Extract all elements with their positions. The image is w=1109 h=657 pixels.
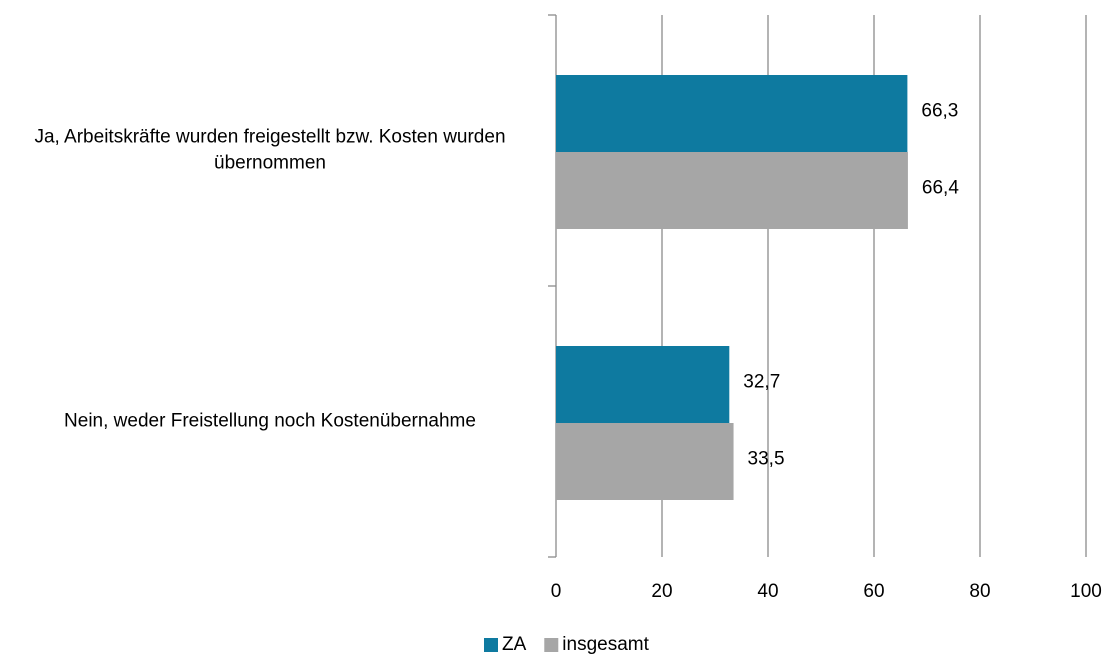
x-tick-label: 100	[1070, 581, 1102, 602]
x-tick-label: 0	[551, 581, 562, 602]
bar	[556, 75, 908, 152]
data-label: 66,3	[921, 101, 958, 122]
y-tick-label: Nein, weder Freistellung noch Kostenüber…	[64, 411, 476, 432]
legend-label: ZA	[502, 634, 527, 655]
bar	[556, 346, 730, 423]
data-label: 32,7	[743, 372, 780, 393]
x-tick-label: 40	[757, 581, 778, 602]
x-tick-label: 80	[969, 581, 990, 602]
y-tick-label: Ja, Arbeitskräfte wurden freigestellt bz…	[34, 127, 505, 174]
legend-swatch	[544, 638, 559, 652]
bar	[556, 423, 734, 500]
bar	[556, 152, 908, 229]
data-label: 33,5	[748, 449, 785, 470]
x-tick-label: 60	[863, 581, 884, 602]
legend: ZA insgesamt	[484, 634, 650, 655]
legend-swatch	[484, 638, 498, 652]
data-label: 66,4	[922, 178, 959, 199]
legend-label: insgesamt	[562, 634, 649, 655]
x-tick-label: 20	[651, 581, 672, 602]
